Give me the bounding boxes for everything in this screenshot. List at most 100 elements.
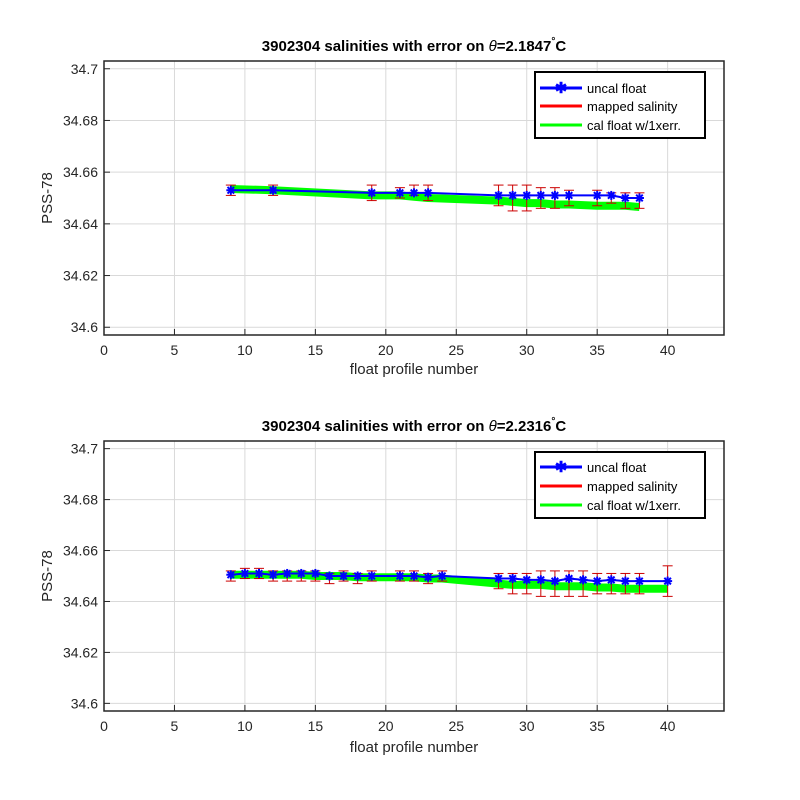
marker-stroke	[367, 571, 376, 581]
marker-stroke	[339, 571, 348, 581]
uncal-float-point	[550, 576, 560, 586]
x-tick-label: 20	[378, 342, 394, 358]
uncal-float-point	[296, 568, 306, 578]
marker-stroke	[325, 571, 334, 581]
x-tick-label: 40	[660, 718, 676, 734]
uncal-float-point	[494, 574, 504, 584]
marker-stroke	[494, 574, 503, 583]
marker-stroke	[621, 577, 630, 586]
uncal-float-point	[592, 576, 602, 586]
uncal-float-point	[423, 188, 433, 198]
uncal-float-point	[409, 188, 419, 198]
x-tick-label: 25	[448, 718, 464, 734]
marker-stroke	[593, 191, 602, 200]
uncal-float-point	[634, 193, 644, 203]
panel-bottom: 3902304 salinities with error on θ=2.231…	[39, 416, 725, 756]
uncal-float-point	[663, 576, 673, 586]
marker-stroke	[395, 188, 404, 197]
legend-uncal-float-marker: ✱	[555, 80, 568, 97]
legend-cal-float-label: cal float w/1xerr.	[587, 498, 681, 513]
uncal-float-point	[254, 568, 264, 578]
uncal-float-point	[522, 190, 532, 200]
x-tick-label: 35	[589, 718, 605, 734]
uncal-float-point	[367, 188, 377, 198]
uncal-float-point	[592, 190, 602, 200]
uncal-float-point	[226, 185, 236, 195]
uncal-float-point	[395, 571, 405, 581]
marker-stroke	[564, 574, 574, 583]
y-tick-label: 34.62	[63, 644, 98, 660]
uncal-float-point	[564, 574, 574, 584]
marker-stroke	[226, 186, 235, 195]
panel-top-ylabel: PSS-78	[39, 172, 56, 224]
y-tick-label: 34.64	[63, 216, 98, 232]
x-tick-label: 15	[308, 342, 324, 358]
panel-top-cal-float-line	[230, 184, 640, 212]
uncal-float-point	[578, 575, 588, 585]
marker-stroke	[522, 191, 531, 200]
x-tick-label: 0	[100, 718, 108, 734]
panel-bottom-y-ticks: 34.6 34.62 34.64 34.66 34.68 34.7	[63, 441, 110, 711]
uncal-float-point	[634, 576, 644, 586]
uncal-float-point	[409, 571, 419, 581]
x-tick-label: 15	[308, 718, 324, 734]
marker-stroke	[240, 569, 249, 578]
panel-bottom-axes-box	[103, 440, 725, 712]
uncal-float-point	[395, 188, 405, 198]
marker-stroke	[593, 577, 602, 586]
legend-uncal-float-label: uncal float	[587, 460, 647, 475]
x-tick-label: 10	[237, 342, 253, 358]
uncal-float-point	[550, 190, 560, 200]
panel-bottom-legend: ✱ uncal float mapped salinity cal float …	[534, 451, 706, 519]
uncal-float-point	[606, 575, 616, 585]
marker-stroke	[424, 188, 433, 197]
marker-stroke	[438, 571, 447, 581]
marker-stroke	[508, 574, 517, 583]
marker-stroke	[607, 575, 616, 584]
uncal-float-point	[367, 571, 377, 581]
uncal-float-point	[508, 574, 518, 584]
y-tick-label: 34.6	[71, 319, 98, 335]
marker-stroke	[607, 191, 616, 200]
legend-cal-float-label: cal float w/1xerr.	[587, 118, 681, 133]
marker-stroke	[550, 191, 559, 200]
panel-top: 3902304 salinities with error on θ=2.184…	[39, 36, 725, 378]
marker-stroke	[226, 570, 235, 579]
marker-stroke	[311, 569, 320, 578]
marker-stroke	[409, 188, 419, 197]
y-tick-label: 34.7	[71, 441, 98, 457]
legend-mapped-salinity-label: mapped salinity	[587, 479, 678, 494]
marker-stroke	[579, 575, 588, 584]
y-tick-label: 34.64	[63, 593, 98, 609]
panel-top-axes-box	[103, 60, 725, 336]
uncal-float-point	[310, 568, 320, 578]
y-tick-label: 34.7	[71, 61, 98, 77]
marker-stroke	[508, 191, 517, 200]
marker-stroke	[536, 191, 545, 200]
marker-stroke	[621, 193, 630, 203]
marker-stroke	[635, 193, 644, 203]
uncal-float-point	[240, 568, 250, 578]
x-tick-label: 5	[171, 718, 179, 734]
uncal-float-point	[536, 190, 546, 200]
x-tick-label: 40	[660, 342, 676, 358]
uncal-float-point	[324, 571, 334, 581]
uncal-float-point	[226, 570, 236, 580]
marker-stroke	[564, 191, 574, 200]
marker-stroke	[283, 569, 292, 578]
uncal-float-point	[522, 575, 532, 585]
marker-stroke	[254, 569, 264, 578]
uncal-float-point	[268, 570, 278, 580]
marker-stroke	[367, 188, 376, 197]
x-tick-label: 25	[448, 342, 464, 358]
legend-mapped-salinity-label: mapped salinity	[587, 99, 678, 114]
x-tick-label: 30	[519, 718, 535, 734]
panel-bottom-ylabel: PSS-78	[39, 550, 56, 602]
panel-bottom-uncal-float-series	[226, 568, 673, 586]
marker-stroke	[269, 570, 278, 579]
marker-stroke	[353, 571, 362, 581]
x-tick-label: 20	[378, 718, 394, 734]
uncal-float-point	[494, 190, 504, 200]
marker-stroke	[550, 577, 559, 586]
